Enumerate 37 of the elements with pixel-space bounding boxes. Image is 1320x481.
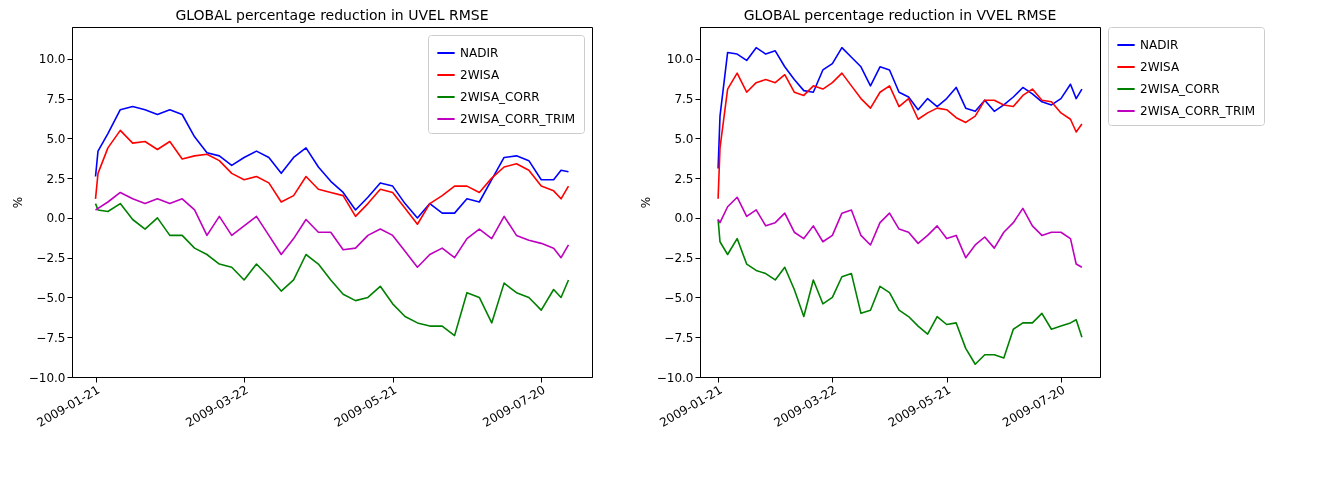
legend-label: 2WISA_CORR	[460, 90, 540, 104]
y-tick-label: −5.0	[36, 290, 66, 305]
legend-label: 2WISA_CORR_TRIM	[1140, 104, 1256, 118]
y-tick-label: −7.5	[664, 330, 694, 345]
line-series	[94, 129, 570, 226]
legend-label: NADIR	[460, 46, 499, 60]
y-tick-label: 10.0	[666, 52, 694, 67]
y-tick-label: 5.0	[46, 131, 66, 146]
y-tick-label: −2.5	[36, 251, 66, 266]
legend-label: NADIR	[1140, 38, 1179, 52]
legend-label: 2WISA	[460, 68, 500, 82]
line-series	[717, 196, 1083, 269]
legend-label: 2WISA_CORR_TRIM	[460, 112, 576, 126]
y-tick-label: 10.0	[38, 52, 66, 67]
line-series	[717, 218, 1083, 366]
y-tick-label: 2.5	[674, 171, 694, 186]
legend-label: 2WISA_CORR	[1140, 82, 1220, 96]
y-tick-label: −5.0	[664, 290, 694, 305]
y-tick-label: −10.0	[656, 370, 694, 385]
line-series	[717, 72, 1083, 200]
y-tick-label: −2.5	[664, 251, 694, 266]
chart-title: GLOBAL percentage reduction in VVEL RMSE	[743, 6, 1057, 23]
y-axis-title: %	[638, 196, 653, 209]
y-tick-label: −7.5	[36, 330, 66, 345]
line-series	[94, 191, 570, 269]
y-tick-label: 0.0	[674, 211, 694, 226]
y-tick-label: 2.5	[46, 171, 66, 186]
line-series	[717, 46, 1083, 170]
y-tick-label: 7.5	[46, 92, 66, 107]
y-tick-label: 0.0	[46, 211, 66, 226]
line-series	[94, 202, 570, 337]
chart-title: GLOBAL percentage reduction in UVEL RMSE	[175, 7, 489, 23]
y-tick-label: 5.0	[674, 131, 694, 146]
y-tick-label: 7.5	[674, 92, 694, 107]
y-tick-label: −10.0	[28, 370, 66, 385]
legend-label: 2WISA	[1140, 60, 1180, 74]
y-axis-title: %	[10, 196, 25, 209]
